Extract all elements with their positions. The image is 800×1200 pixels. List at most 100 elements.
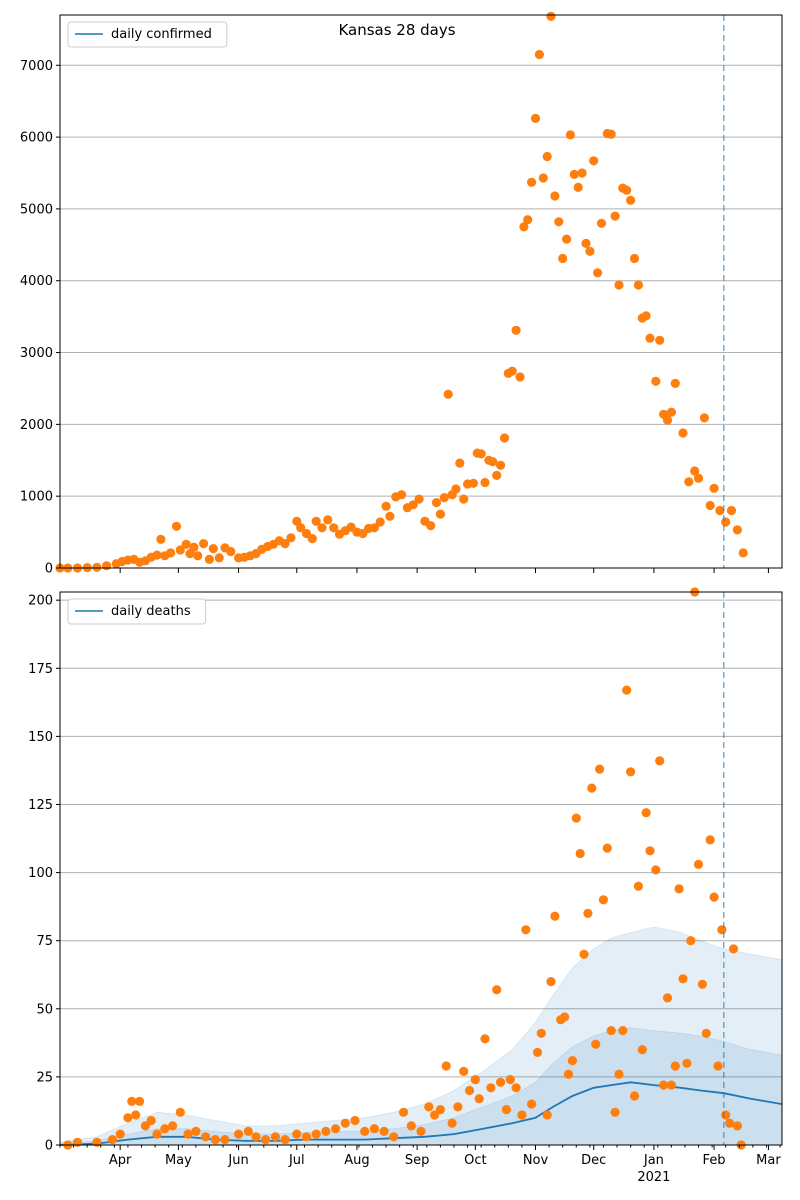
data-point: [573, 182, 583, 192]
x-tick-label: Oct: [464, 1153, 486, 1168]
data-point: [538, 173, 548, 183]
data-point: [699, 413, 710, 423]
y-tick-label: 4000: [20, 274, 53, 289]
data-point: [107, 1135, 117, 1145]
data-point: [629, 253, 640, 264]
axes-frame: [59, 14, 783, 569]
data-point: [323, 515, 333, 525]
y-tick-label: 75: [36, 934, 53, 949]
data-point: [593, 268, 603, 278]
data-point: [595, 764, 605, 774]
data-point: [511, 325, 521, 335]
data-point: [633, 280, 644, 290]
data-point: [626, 767, 636, 777]
data-point: [641, 311, 651, 321]
data-point: [193, 551, 203, 561]
data-point: [726, 505, 737, 516]
x-tick-label: Jan: [643, 1153, 664, 1168]
data-point: [350, 1115, 360, 1126]
data-point: [340, 1118, 350, 1128]
data-point: [379, 1126, 389, 1136]
data-point: [536, 1028, 546, 1038]
data-point: [622, 685, 632, 695]
y-axis-ticks: 0 25 50 75 100 125 150 175 200: [28, 594, 60, 1154]
y-axis-ticks: 0 1000 2000 3000 4000 5000 6000 7000: [20, 59, 769, 577]
y-tick-label: 200: [28, 594, 53, 609]
data-point: [220, 1135, 230, 1145]
data-point: [693, 473, 704, 483]
x-tick-label: Jul: [288, 1153, 305, 1168]
data-point: [226, 546, 236, 557]
data-point: [662, 415, 673, 425]
data-point: [527, 177, 537, 187]
x-tick-label: May: [165, 1153, 192, 1168]
legend: daily deaths: [67, 598, 207, 625]
data-point: [713, 1061, 723, 1071]
data-point: [496, 460, 506, 470]
data-point: [127, 1096, 137, 1106]
data-point: [270, 1132, 280, 1142]
data-point: [651, 865, 661, 875]
data-point: [451, 484, 461, 494]
data-point: [666, 1080, 677, 1090]
data-point: [662, 993, 673, 1003]
data-point: [581, 238, 591, 248]
y-tick-label: 0: [45, 562, 53, 577]
data-point: [92, 1137, 102, 1147]
data-point: [591, 1039, 601, 1049]
data-point: [307, 534, 317, 544]
data-point: [435, 1105, 445, 1115]
data-point: [286, 533, 296, 543]
data-point: [701, 1028, 711, 1038]
data-point: [204, 554, 214, 565]
data-point: [492, 985, 502, 995]
data-point: [705, 835, 715, 845]
y-tick-label: 100: [28, 866, 53, 881]
data-point: [474, 1094, 484, 1104]
data-point: [637, 1045, 647, 1055]
data-point: [369, 1124, 379, 1134]
data-point: [171, 521, 182, 531]
data-point: [321, 1126, 331, 1136]
data-point: [622, 185, 632, 195]
data-point: [554, 217, 564, 227]
data-point: [214, 553, 224, 563]
data-point: [515, 372, 525, 382]
y-tick-label: 3000: [20, 346, 53, 361]
data-point: [406, 1121, 416, 1131]
data-point: [507, 366, 517, 376]
data-point: [523, 215, 533, 225]
data-point: [705, 500, 715, 511]
uncertainty-band: [59, 1027, 783, 1146]
data-point: [408, 500, 418, 510]
y-tick-label: 1000: [20, 490, 53, 505]
data-point: [684, 477, 694, 487]
data-point: [414, 494, 424, 504]
data-point: [102, 561, 112, 571]
data-point: [329, 523, 339, 533]
uncertainty-band: [59, 926, 783, 1146]
data-point: [261, 1135, 271, 1145]
data-point: [424, 1102, 434, 1112]
data-point: [633, 881, 644, 891]
data-point: [191, 1126, 201, 1136]
data-point: [135, 1096, 145, 1106]
data-point: [610, 1107, 620, 1117]
data-point: [629, 1091, 640, 1101]
data-point: [501, 1105, 511, 1115]
data-point: [251, 1132, 261, 1142]
data-point: [183, 1129, 193, 1139]
data-point: [152, 550, 162, 560]
y-tick-label: 7000: [20, 59, 53, 74]
data-point: [488, 457, 498, 467]
data-point: [455, 458, 465, 468]
axes-frame: [59, 591, 783, 1146]
y-tick-label: 6000: [20, 131, 53, 146]
x-tick-label: Apr: [109, 1153, 132, 1168]
x-tick-label: Aug: [344, 1153, 369, 1168]
data-point: [476, 449, 486, 459]
data-marks: [59, 587, 783, 1150]
data-point: [416, 1126, 426, 1136]
data-point: [234, 1129, 244, 1139]
data-point: [678, 974, 688, 984]
